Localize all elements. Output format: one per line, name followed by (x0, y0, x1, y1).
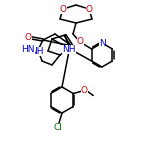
Text: HN: HN (21, 45, 35, 55)
Text: O: O (24, 33, 31, 43)
Text: N: N (99, 38, 105, 47)
Text: O: O (81, 86, 88, 95)
Text: O: O (85, 5, 93, 14)
Text: NH: NH (31, 47, 44, 55)
Text: Cl: Cl (54, 123, 62, 131)
Text: O: O (76, 38, 83, 47)
Text: NH: NH (62, 45, 76, 54)
Text: O: O (59, 5, 67, 14)
